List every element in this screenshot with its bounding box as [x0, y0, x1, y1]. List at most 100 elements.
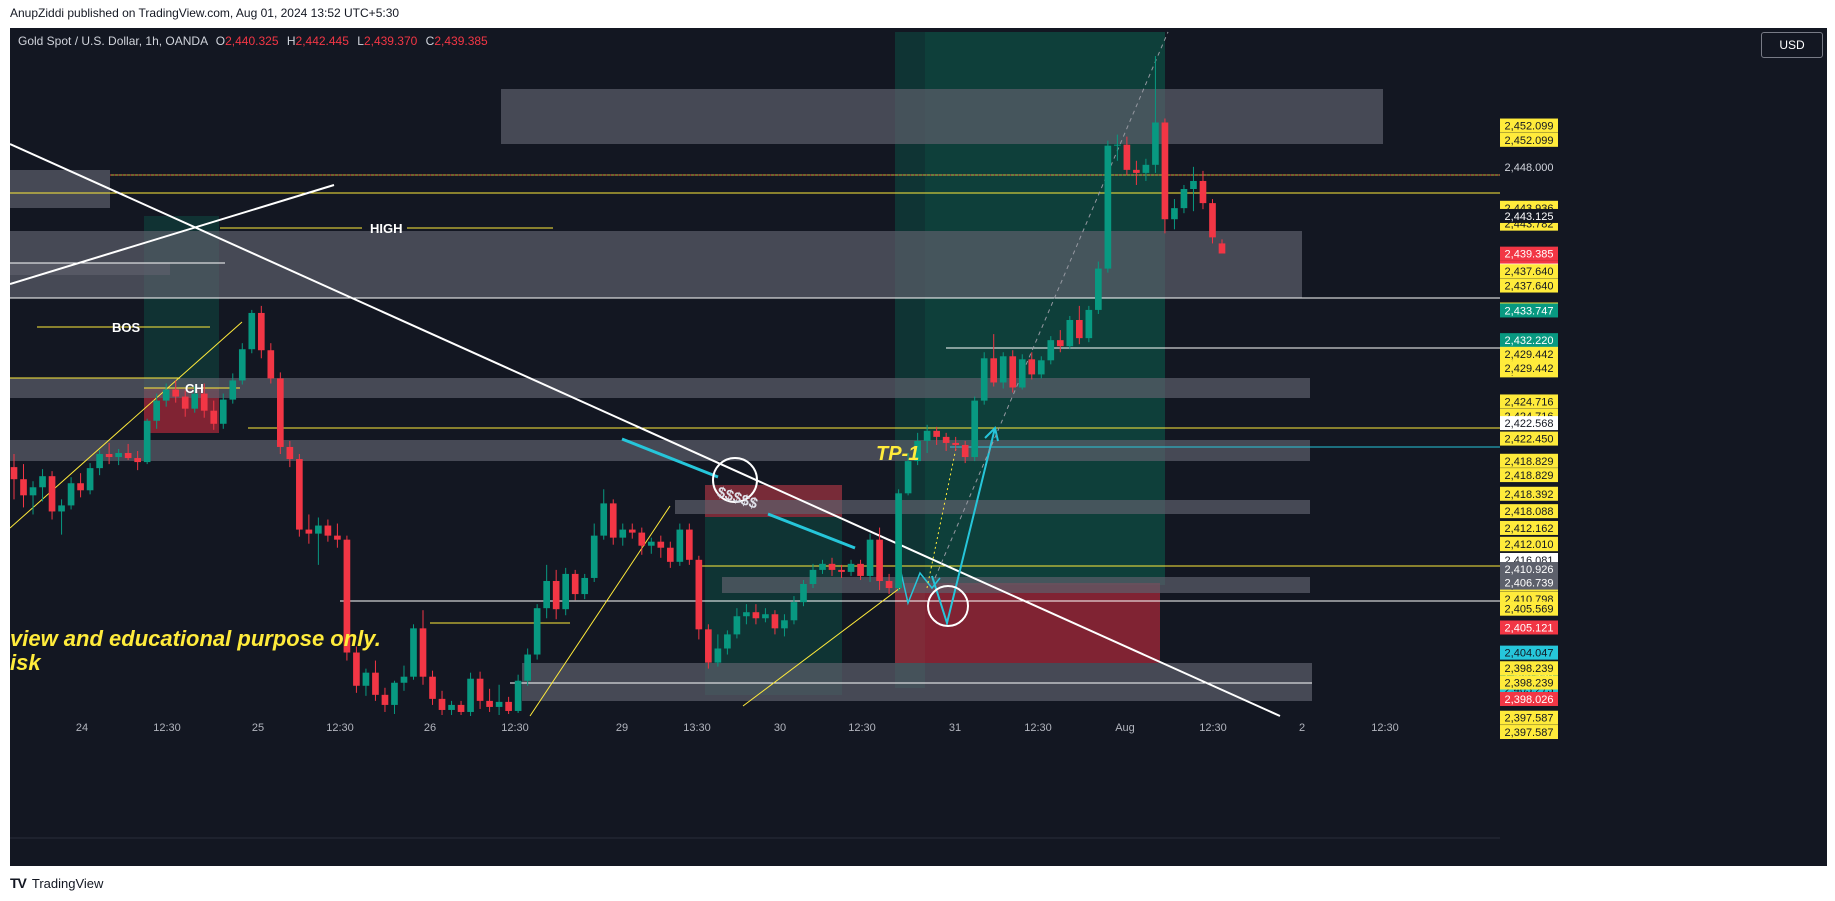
price-axis-tag-bg — [1500, 468, 1558, 483]
high-label: HIGH — [370, 221, 403, 236]
price-axis-tag-bg — [1500, 620, 1558, 635]
price-axis-tag-bg — [1500, 333, 1558, 348]
yellow-trendline-2 — [529, 505, 671, 717]
candle-body — [695, 559, 703, 630]
candle-body — [105, 454, 113, 458]
time-axis-label: 26 — [424, 722, 436, 734]
candle-body — [743, 612, 750, 617]
candle-body — [1047, 340, 1055, 361]
price-axis-tag: 2,410.926 — [1500, 562, 1558, 577]
price-axis-tag: 2,437.640 — [1500, 264, 1558, 279]
candle-body — [353, 652, 360, 686]
candle-body — [914, 440, 921, 462]
bos-label: BOS — [112, 320, 141, 335]
candle-body — [372, 672, 379, 695]
price-axis-tag-bg — [1500, 303, 1558, 318]
price-axis-tag: 2,429.442 — [1500, 361, 1558, 376]
candle-body — [581, 577, 589, 595]
currency-selector[interactable]: USD — [1761, 32, 1823, 58]
candle-body — [1114, 144, 1121, 146]
high-key: H — [286, 34, 296, 48]
candle-body — [1133, 169, 1140, 173]
price-axis-tag-text: 2,443.125 — [1505, 211, 1554, 223]
price-axis-tag-text: 2,397.587 — [1505, 727, 1554, 739]
candle-body — [628, 529, 636, 533]
candle-body — [315, 525, 322, 534]
low-key: L — [357, 34, 364, 48]
candle-body — [819, 563, 826, 570]
candle-body — [10, 467, 18, 480]
price-axis-tag-text: 2,437.640 — [1505, 266, 1554, 278]
price-axis-tag-text: 2,429.442 — [1505, 363, 1554, 375]
candle-body — [838, 569, 845, 572]
candle-body — [733, 616, 741, 635]
projection-dashed-line — [934, 31, 1169, 579]
candle-body — [20, 479, 27, 496]
price-axis-tag-text: 2,422.568 — [1505, 418, 1554, 430]
supply-demand-zone — [10, 170, 110, 208]
candle-body — [410, 628, 417, 677]
time-axis-label: 12:30 — [848, 722, 876, 734]
price-axis-tag: 2,452.099 — [1500, 132, 1558, 147]
candle-body — [419, 628, 427, 677]
candle-body — [600, 503, 608, 536]
price-axis-tag-bg — [1500, 346, 1558, 361]
candle-body — [296, 459, 303, 530]
price-axis-tag-bg — [1500, 536, 1558, 551]
chart-pane[interactable]: HIGH BOS CH TP-1 $$$$$ 2,452.099 2,452.099 2,44… — [10, 28, 1827, 866]
symbol-legend: Gold Spot / U.S. Dollar, 1h, OANDA O2,44… — [18, 34, 488, 48]
candle-body — [1095, 268, 1102, 310]
candle-body — [67, 483, 75, 506]
time-axis-label: 25 — [252, 722, 264, 734]
price-axis-tag-bg — [1500, 562, 1558, 577]
candle-body — [153, 400, 161, 421]
main-downtrend-line — [10, 143, 1281, 717]
candle-body — [134, 458, 141, 463]
open-value: 2,440.325 — [225, 34, 279, 48]
candle-body — [961, 444, 969, 458]
candle-body — [705, 629, 712, 663]
chart-canvas[interactable]: HIGHBOSCHTP-1$$$$$2,452.0992,452.0992,44… — [10, 28, 1827, 866]
price-axis-tag-text: 2,398.239 — [1505, 678, 1554, 690]
price-axis-tag: 2,432.220 — [1500, 333, 1558, 348]
candle-body — [686, 529, 693, 560]
candle-body — [115, 453, 122, 458]
candle-body — [457, 704, 465, 712]
candle-body — [1171, 208, 1178, 220]
price-axis-tag-text: 2,412.162 — [1505, 523, 1554, 535]
price-axis-tag-bg — [1500, 725, 1558, 740]
price-axis-tag-text: 2,397.587 — [1505, 713, 1554, 725]
supply-demand-zone — [522, 663, 1312, 701]
cyan-liquidity-line — [767, 512, 856, 550]
candle-body — [619, 529, 627, 538]
price-axis-tag: 2,405.121 — [1500, 620, 1558, 635]
price-axis-tag-bg — [1500, 361, 1558, 376]
candle-body — [876, 539, 883, 581]
price-axis-tag-bg — [1500, 691, 1558, 706]
price-axis-tag: 2,418.392 — [1500, 486, 1558, 501]
candle-body — [229, 380, 237, 400]
candle-body — [885, 580, 893, 589]
candle-body — [248, 312, 256, 350]
price-axis-tag-bg — [1500, 246, 1558, 261]
candle-body — [86, 468, 94, 491]
candle-body — [990, 358, 998, 383]
brand-name: TradingView — [31, 875, 104, 891]
candle-body — [200, 393, 208, 411]
candle-body — [828, 563, 836, 570]
price-axis-tag: 2,418.829 — [1500, 453, 1558, 468]
price-axis-tag-bg — [1500, 453, 1558, 468]
price-axis-tag: 2,412.010 — [1500, 536, 1558, 551]
candle-body — [524, 654, 531, 681]
candle-body — [257, 312, 265, 351]
symbol-name: Gold Spot / U.S. Dollar, 1h, OANDA — [18, 34, 208, 48]
candle-body — [533, 608, 541, 655]
candle-body — [305, 529, 313, 534]
footer-brand[interactable]: TV TradingView — [10, 872, 103, 894]
price-axis-tag-bg — [1500, 118, 1558, 133]
candle-body — [514, 680, 522, 711]
candle-body — [1018, 359, 1026, 388]
yellow-trendline-3 — [742, 587, 901, 707]
candle-body — [219, 399, 227, 424]
candle-body — [381, 694, 389, 705]
